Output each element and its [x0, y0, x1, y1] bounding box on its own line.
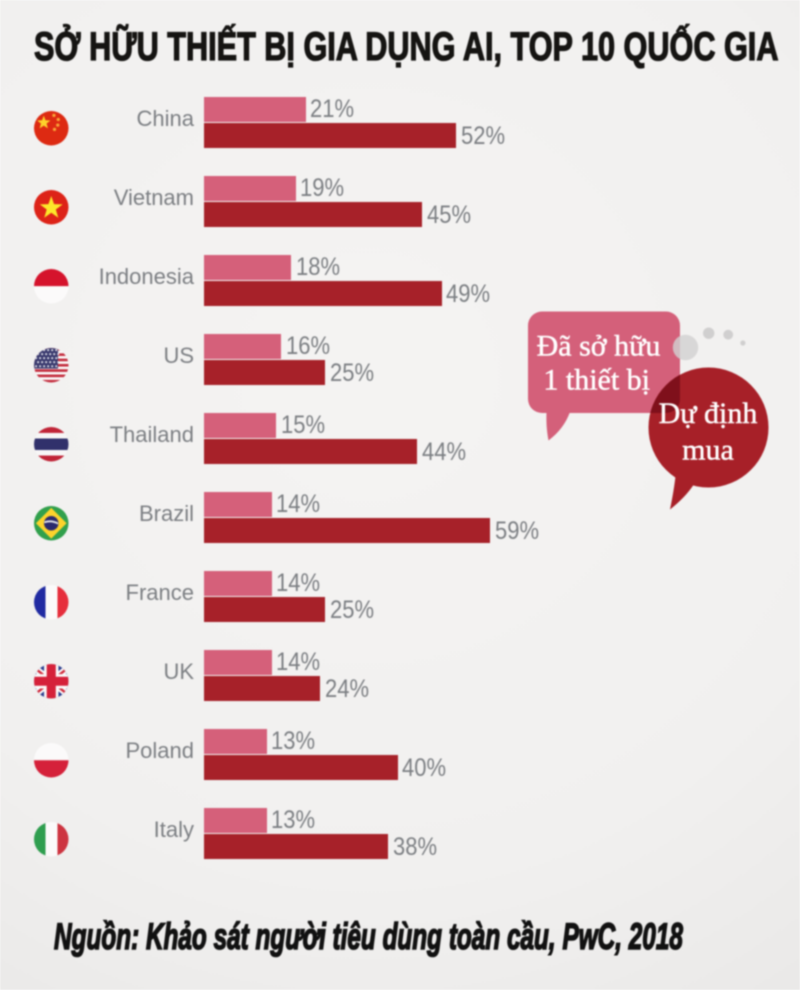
svg-text:Đã sở hữu: Đã sở hữu	[537, 330, 661, 363]
svg-text:mua: mua	[682, 434, 734, 467]
svg-text:1 thiết bị: 1 thiết bị	[543, 364, 650, 397]
svg-text:Dự định: Dự định	[659, 397, 758, 430]
